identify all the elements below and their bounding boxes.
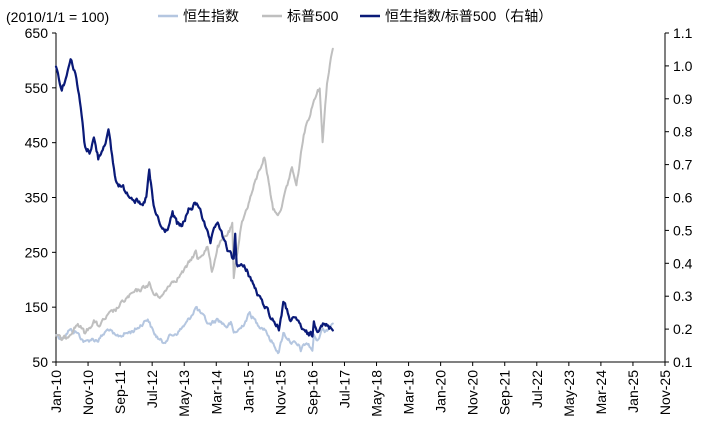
left-tick-label: 550: [25, 80, 49, 96]
right-tick-label: 1.0: [673, 58, 693, 74]
right-tick-label: 0.4: [673, 255, 693, 271]
right-tick-label: 0.3: [673, 288, 693, 304]
x-tick-label: Mar-14: [208, 370, 224, 415]
right-tick-label: 0.6: [673, 190, 693, 206]
right-tick-label: 0.2: [673, 321, 693, 337]
x-tick-label: Sep-16: [304, 370, 320, 415]
series-layer: [54, 47, 334, 355]
left-tick-label: 50: [32, 354, 48, 370]
right-tick-label: 0.5: [673, 222, 693, 238]
right-tick-label: 0.1: [673, 354, 693, 370]
x-tick-label: Sep-11: [112, 370, 128, 414]
plot-frame: [55, 33, 666, 363]
chart-legend: 恒生指数 标普500 恒生指数/标普500（右轴）: [158, 8, 552, 24]
chart-subtitle: (2010/1/1 = 100): [6, 9, 109, 25]
series-line-ratio: [54, 58, 334, 338]
x-tick-label: Nov-20: [465, 370, 481, 415]
left-tick-label: 450: [25, 135, 49, 151]
x-tick-label: Nov-25: [657, 370, 673, 415]
x-tick-label: Jan-10: [48, 370, 64, 413]
x-tick-label: Nov-10: [80, 370, 96, 415]
right-tick-label: 0.7: [673, 157, 693, 173]
x-tick-label: Jan-15: [240, 370, 256, 413]
legend-label: 恒生指数/标普500（右轴）: [385, 8, 552, 24]
x-tick-label: Jul-22: [529, 370, 545, 408]
left-tick-label: 650: [25, 25, 49, 41]
legend-label: 恒生指数: [183, 8, 239, 24]
x-tick-label: Jan-25: [625, 370, 641, 413]
right-tick-label: 0.8: [673, 124, 693, 140]
x-tick-label: Mar-24: [593, 370, 609, 415]
axes: 50 150 250 350 450 550 650 0.1 0.2 0.3 0.4 0.5 0.6 0.…: [25, 25, 693, 417]
x-tick-label: Jul-12: [144, 370, 160, 408]
legend-label: 标普500: [287, 8, 339, 24]
x-tick-label: Sep-21: [497, 370, 513, 415]
right-tick-label: 0.9: [673, 91, 693, 107]
right-tick-label: 1.1: [673, 25, 693, 41]
x-tick-label: Jul-17: [336, 370, 352, 408]
series-line-spx: [55, 47, 334, 342]
x-tick-label: Mar-19: [401, 370, 417, 415]
left-tick-label: 150: [25, 299, 49, 315]
x-tick-label: May-13: [176, 370, 192, 417]
series-line-hsi: [55, 305, 334, 355]
x-tick-label: May-18: [369, 370, 385, 417]
left-tick-label: 250: [25, 244, 49, 260]
left-tick-label: 350: [25, 190, 49, 206]
x-tick-label: May-23: [561, 370, 577, 417]
x-tick-label: Nov-15: [272, 370, 288, 415]
x-tick-label: Jan-20: [433, 370, 449, 413]
